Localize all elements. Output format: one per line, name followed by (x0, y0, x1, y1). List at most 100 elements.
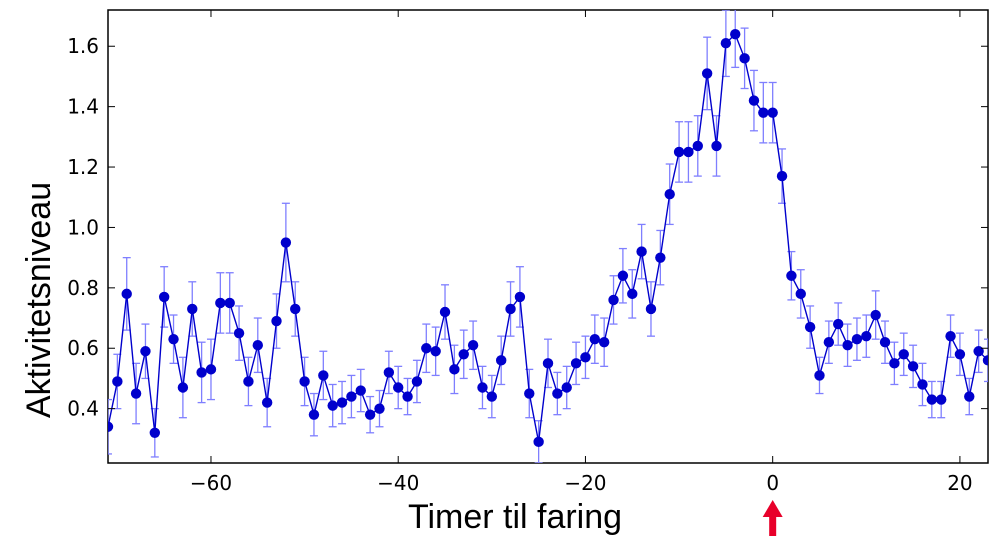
data-point (130, 388, 142, 399)
data-point (935, 394, 947, 405)
x-tick-label: −20 (564, 471, 606, 495)
data-point (683, 146, 694, 158)
data-point (964, 391, 975, 402)
data-point (720, 38, 732, 49)
data-point (158, 291, 170, 303)
data-point (205, 364, 217, 375)
data-point (692, 140, 703, 152)
data-point (739, 53, 750, 64)
data-point (580, 352, 591, 363)
data-point (804, 321, 816, 333)
data-point (945, 330, 956, 342)
data-point (645, 303, 657, 315)
data-point (570, 358, 582, 369)
data-point (308, 409, 320, 420)
data-point (870, 309, 881, 321)
data-point (701, 68, 713, 79)
data-point (748, 95, 760, 106)
data-point (795, 288, 806, 300)
y-axis-label: Aktivitetsniveau (20, 182, 58, 418)
data-point (243, 376, 254, 387)
y-tick-label: 1.2 (67, 155, 99, 179)
data-point (889, 358, 900, 369)
data-point (786, 270, 797, 281)
data-point (711, 140, 722, 152)
y-tick-label: 1.0 (67, 215, 99, 239)
error-bar (108, 398, 112, 455)
data-point (271, 315, 282, 327)
data-point (280, 237, 292, 248)
data-point (299, 376, 310, 387)
data-point (149, 427, 161, 438)
data-point (261, 397, 273, 408)
y-tick-label: 0.8 (67, 276, 99, 300)
data-point (552, 388, 563, 399)
data-point (598, 337, 610, 348)
data-point (187, 303, 198, 315)
data-point (561, 382, 572, 393)
data-point (224, 297, 235, 309)
data-point (411, 376, 423, 387)
data-point (402, 391, 413, 402)
data-point (767, 107, 778, 118)
data-point (542, 358, 554, 369)
data-point (982, 355, 988, 366)
data-point (655, 252, 666, 263)
data-point (627, 288, 638, 300)
x-tick-label: 0 (766, 471, 779, 495)
data-point (421, 343, 432, 354)
data-point (814, 370, 825, 381)
plot-frame (107, 9, 989, 464)
data-point (514, 291, 526, 303)
data-point (730, 28, 741, 40)
zero-hour-arrow-icon (762, 500, 783, 536)
data-point (833, 318, 844, 330)
data-point (608, 294, 619, 306)
data-point (430, 346, 441, 357)
y-tick-label: 0.6 (67, 336, 99, 360)
data-point (121, 288, 132, 300)
data-point (355, 385, 366, 396)
data-point (477, 382, 488, 393)
data-point (505, 303, 516, 315)
error-bar (984, 338, 988, 383)
data-point (861, 330, 872, 342)
data-point (383, 367, 395, 378)
data-point (664, 189, 675, 200)
data-point (458, 349, 469, 360)
y-tick-label: 1.4 (67, 95, 99, 119)
data-point (374, 403, 385, 414)
data-point (954, 349, 966, 360)
data-point (449, 364, 460, 375)
x-tick-label: 20 (947, 471, 972, 495)
data-point (907, 361, 919, 372)
x-tick-label: −60 (190, 471, 232, 495)
data-point (758, 107, 769, 118)
data-point (196, 367, 207, 378)
data-point (524, 388, 535, 399)
data-point (776, 170, 788, 182)
data-point (112, 376, 123, 387)
data-point (673, 146, 685, 158)
data-point (486, 391, 498, 402)
data-point (233, 327, 245, 339)
data-point (617, 270, 629, 281)
data-point (973, 346, 984, 357)
data-point (467, 340, 479, 351)
data-point (842, 340, 853, 351)
data-point (140, 346, 151, 357)
y-tick-label: 1.6 (67, 34, 99, 58)
x-axis-label: Timer til faring (408, 498, 622, 536)
data-point (177, 382, 189, 393)
data-point (108, 421, 114, 432)
data-point (215, 297, 226, 309)
data-point (898, 349, 909, 360)
data-point (290, 303, 301, 315)
data-point (879, 337, 891, 348)
data-point (168, 333, 179, 345)
data-point (533, 436, 544, 448)
data-point (364, 409, 376, 420)
data-point (851, 333, 863, 345)
data-point (636, 246, 647, 257)
